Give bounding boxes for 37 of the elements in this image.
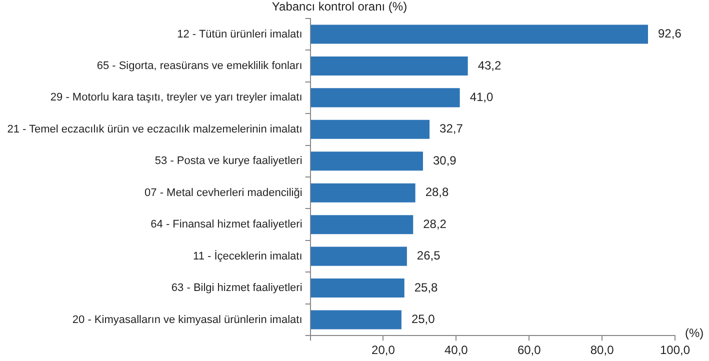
x-tick-label: 100,0 bbox=[660, 343, 690, 358]
data-label: 92,6 bbox=[658, 26, 682, 41]
data-label: 43,2 bbox=[478, 58, 502, 72]
y-tick-label: 21 - Temel eczacılık ürün ve eczacılık malzemelerinin imalatı bbox=[7, 123, 302, 136]
data-label: 25,0 bbox=[411, 312, 436, 326]
x-tick-label: 20,0 bbox=[372, 343, 396, 358]
y-tick-label: 64 - Finansal hizmet faaliyetleri bbox=[150, 218, 302, 231]
x-axis-title: (%) bbox=[685, 326, 704, 340]
bar bbox=[310, 24, 648, 44]
y-tick-label: 53 - Posta ve kurye faaliyetleri bbox=[154, 155, 302, 168]
data-label: 26,5 bbox=[416, 248, 441, 263]
y-tick-label: 29 - Motorlu kara taşıtı, treyler ve yarı treyler imalatı bbox=[50, 92, 302, 104]
x-tick-label: 60,0 bbox=[517, 343, 542, 358]
x-tick-label: 40,0 bbox=[444, 343, 468, 358]
chart-title: Yabancı kontrol oranı (%) bbox=[272, 0, 408, 14]
x-tick-label: 80,0 bbox=[590, 343, 614, 358]
y-tick-label: 20 - Kimyasalların ve kimyasal ürünlerin imalatı bbox=[72, 314, 302, 326]
data-label: 30,9 bbox=[432, 153, 457, 168]
y-tick-label: 65 - Sigorta, reasürans ve emeklilik fonları bbox=[96, 60, 302, 72]
data-label: 32,7 bbox=[440, 122, 464, 136]
bar bbox=[310, 278, 404, 298]
y-tick-label: 11 - İçeceklerin imalatı bbox=[193, 249, 302, 262]
bar bbox=[310, 56, 468, 76]
y-tick-label: 12 - Tütün ürünleri imalatı bbox=[177, 28, 302, 40]
data-label: 41,0 bbox=[470, 90, 494, 104]
bar bbox=[310, 215, 414, 234]
bar bbox=[310, 152, 423, 171]
data-label: 28,8 bbox=[425, 185, 449, 200]
bar bbox=[310, 310, 402, 330]
bar bbox=[310, 246, 407, 266]
bar bbox=[310, 120, 430, 139]
bar bbox=[310, 183, 416, 202]
y-tick-label: 07 - Metal cevherleri madenciliği bbox=[144, 186, 302, 199]
data-label: 28,2 bbox=[423, 216, 447, 231]
y-tick-label: 63 - Bilgi hizmet faaliyetleri bbox=[171, 282, 302, 294]
bar bbox=[310, 88, 460, 108]
data-label: 25,8 bbox=[414, 280, 438, 294]
